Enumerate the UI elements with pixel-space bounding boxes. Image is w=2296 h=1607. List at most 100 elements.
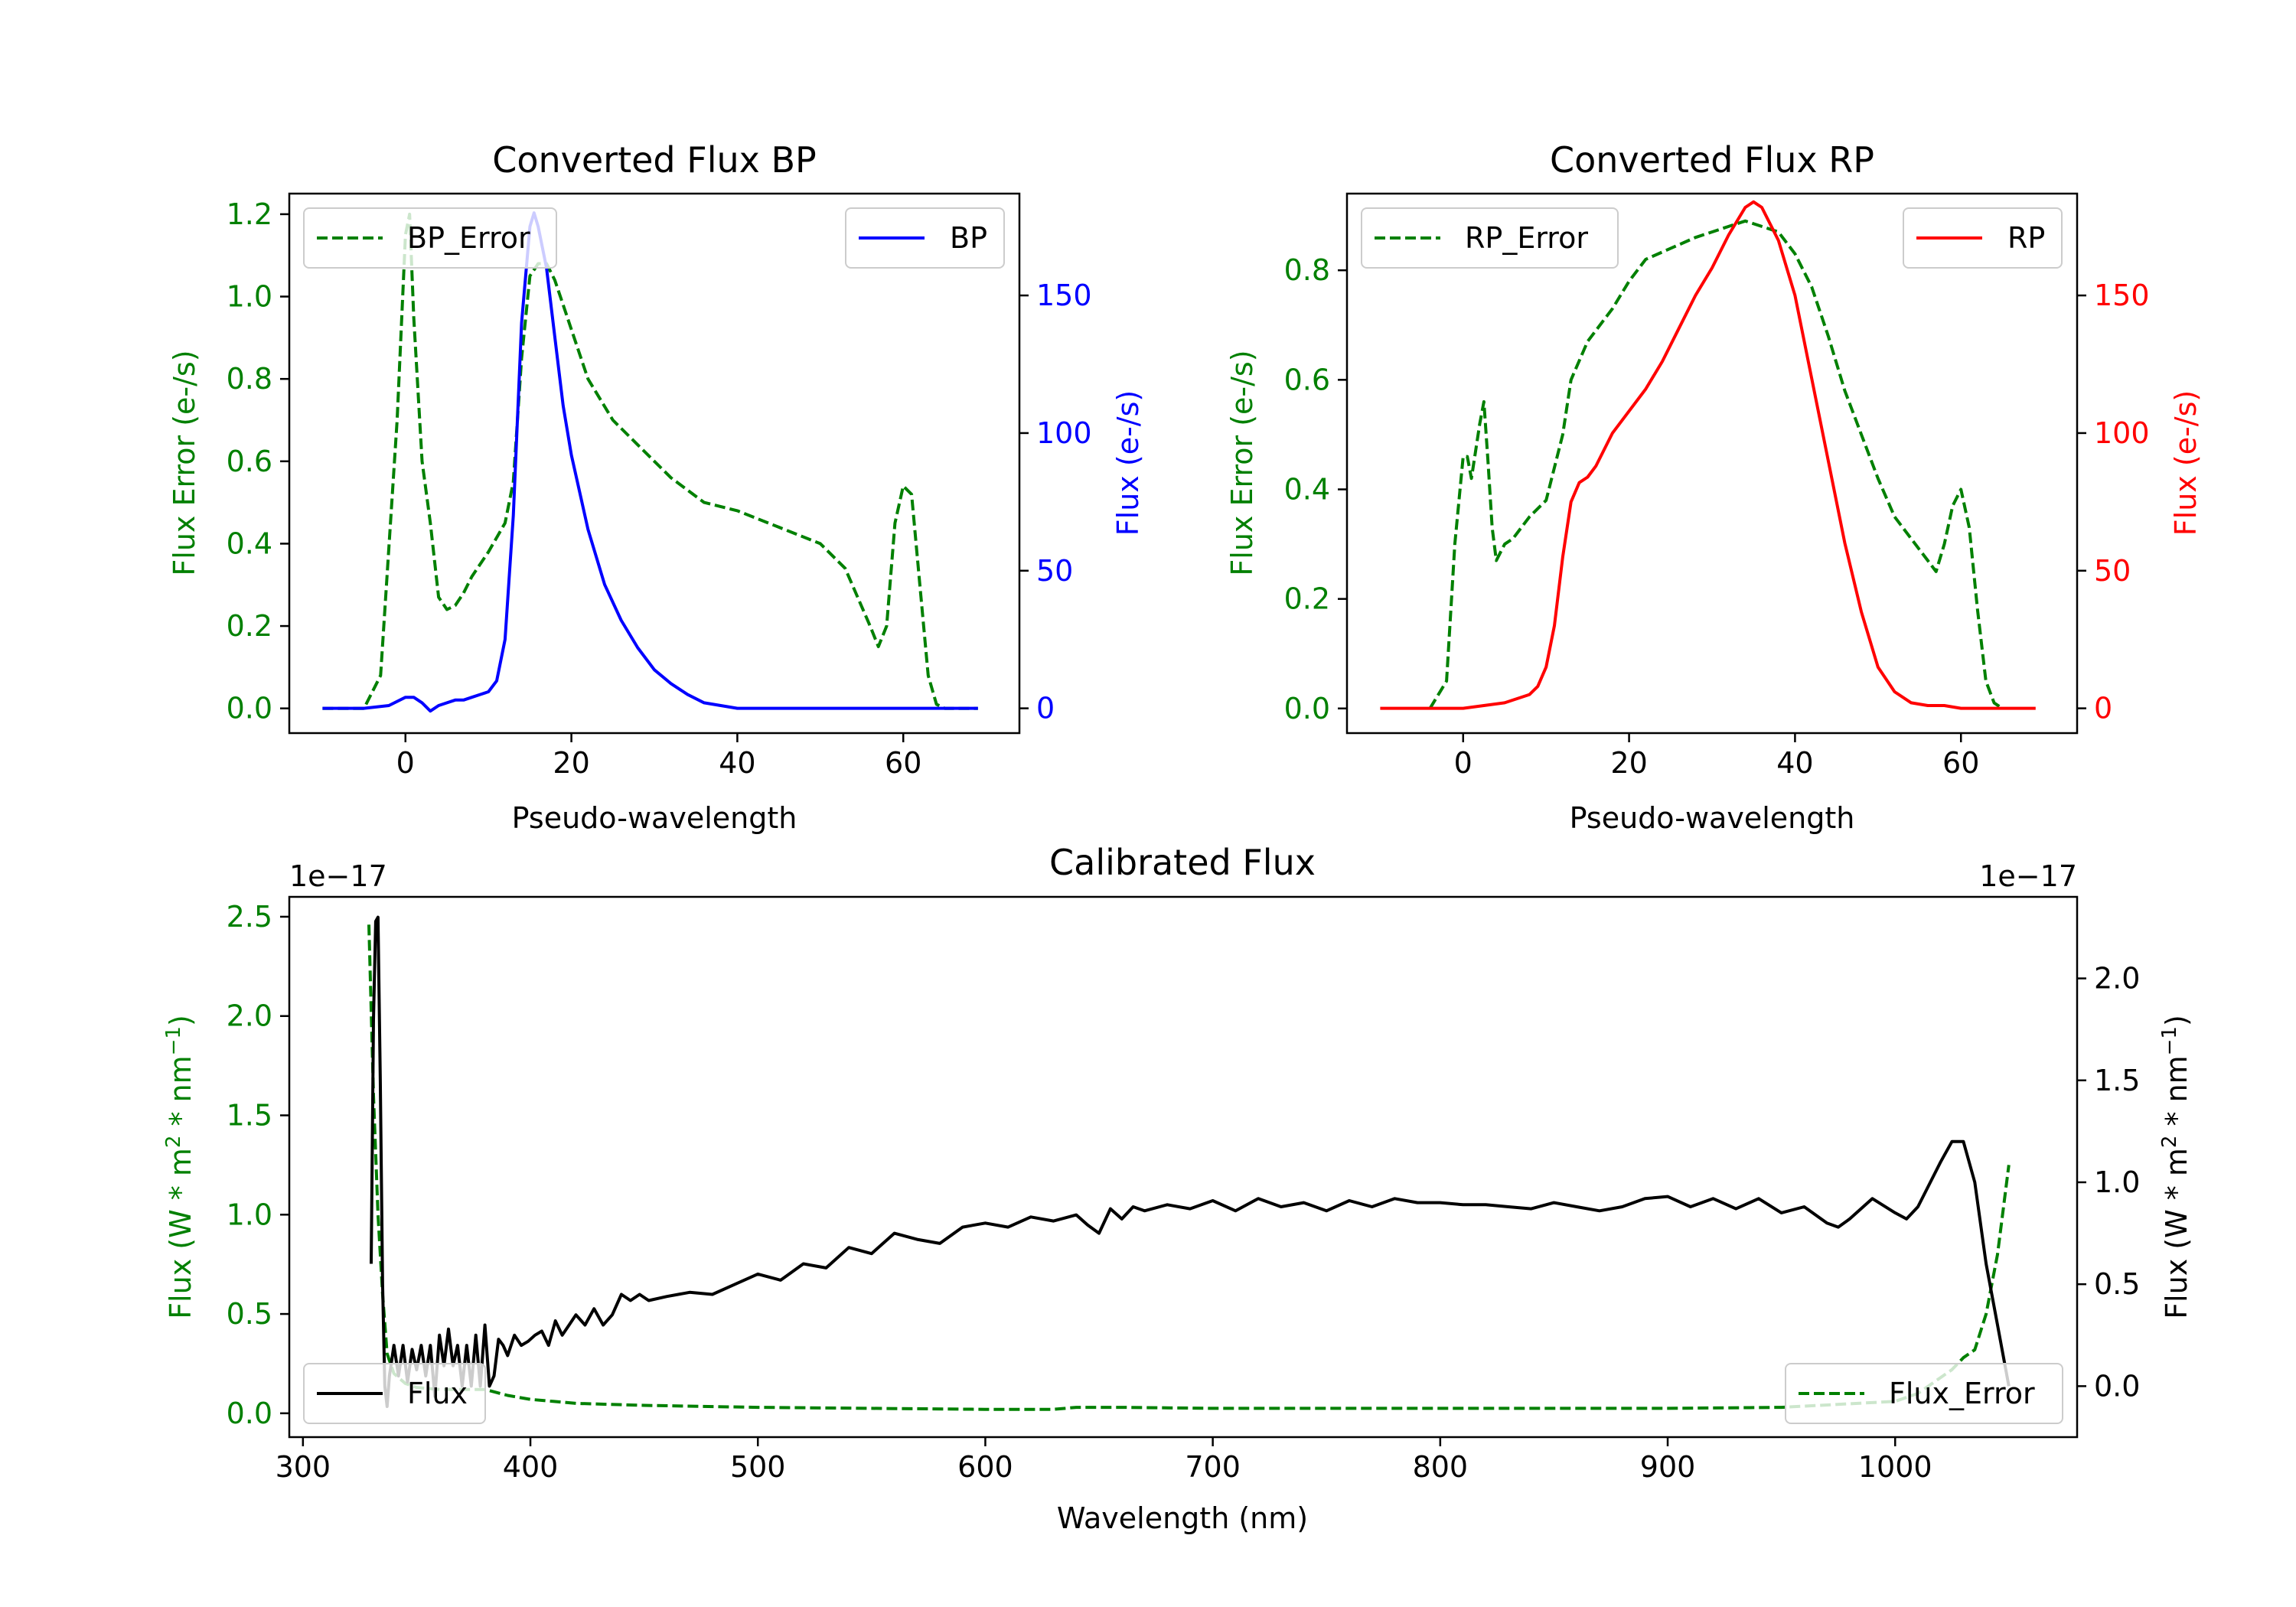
- panel-rp: Converted Flux RP 0 20 40 60 0.00.20.40.60.…: [1225, 139, 2203, 835]
- panel-rp-frame: [1345, 192, 2079, 735]
- right-y-tick-label: 150: [1036, 279, 1092, 312]
- panel-calibrated-right-offset: 1e−17: [1979, 859, 2077, 893]
- right-y-tick-label: 0.0: [2094, 1369, 2140, 1403]
- x-tick-label: 40: [1776, 746, 1813, 780]
- panel-bp-left-ylabel: Flux Error (e-/s): [168, 350, 201, 575]
- left-y-tick-label: 0.6: [227, 445, 272, 478]
- panel-bp-right-ylabel: Flux (e-/s): [1111, 390, 1145, 536]
- series-flux-line: [370, 915, 2011, 1408]
- legend-box: [845, 207, 1005, 269]
- panel-rp-legend-right: RP: [1903, 207, 2063, 269]
- right-y-tick-label: 150: [2094, 279, 2150, 312]
- panel-bp-right-ticks: 0 50 100 150: [1019, 279, 1092, 725]
- left-y-tick-label: 0.4: [227, 526, 272, 560]
- legend-box: [1361, 207, 1619, 269]
- panel-rp-xlabel: Pseudo-wavelength: [1570, 801, 1855, 835]
- panel-calibrated-xticks: 300 400 500 600 700 800 900 1000: [276, 1437, 1932, 1484]
- panel-calibrated-right-ticks: 0.0 0.5 1.0 1.5 2.0: [2077, 962, 2140, 1403]
- panel-calibrated-left-ylabel: Flux (W * m2 * nm−1): [162, 1015, 197, 1319]
- panel-calibrated-xlabel: Wavelength (nm): [1057, 1501, 1308, 1535]
- left-y-tick-label: 2.5: [227, 900, 272, 934]
- x-tick-label: 900: [1640, 1450, 1696, 1484]
- series-rp-line: [1380, 200, 2036, 710]
- legend-box: [303, 207, 557, 269]
- panel-bp-xlabel: Pseudo-wavelength: [512, 801, 797, 835]
- legend-box: [1903, 207, 2063, 269]
- right-y-tick-label: 1.5: [2094, 1064, 2140, 1097]
- left-y-tick-label: 0.4: [1284, 472, 1330, 506]
- panel-bp-xticks: 0 20 40 60: [396, 733, 921, 780]
- right-y-tick-label: 0.5: [2094, 1267, 2140, 1301]
- left-y-tick-label: 1.0: [227, 1198, 272, 1231]
- panel-calibrated-right-ylabel: Flux (W * m2 * nm−1): [2158, 1015, 2193, 1319]
- x-tick-label: 20: [553, 746, 589, 780]
- right-y-tick-label: 1.0: [2094, 1165, 2140, 1199]
- x-tick-label: 300: [276, 1450, 331, 1484]
- panel-rp-left-ticks: 0.0 0.2 0.4 0.6 0.8: [1284, 253, 1347, 725]
- panel-rp-right-ticks: 0 50 100 150: [2077, 279, 2150, 725]
- left-y-tick-label: 0.2: [1284, 582, 1330, 616]
- left-y-tick-label: 0.2: [227, 609, 272, 643]
- legend-label-flux-error: Flux_Error: [1889, 1377, 2035, 1410]
- panel-rp-series: [1380, 200, 2036, 710]
- right-y-tick-label: 100: [2094, 416, 2150, 450]
- x-tick-label: 400: [503, 1450, 559, 1484]
- left-y-tick-label: 1.0: [227, 280, 272, 314]
- x-tick-label: 0: [396, 746, 415, 780]
- x-tick-label: 0: [1454, 746, 1473, 780]
- series-bp-error-line: [322, 212, 978, 710]
- left-y-tick-label: 1.5: [227, 1099, 272, 1133]
- legend-label-rp: RP: [2007, 221, 2045, 255]
- legend-label-bp: BP: [950, 221, 987, 255]
- x-tick-label: 500: [730, 1450, 786, 1484]
- right-y-tick-label: 0: [1036, 692, 1055, 725]
- panel-bp-frame: [288, 192, 1021, 735]
- panel-bp-title: Converted Flux BP: [492, 139, 817, 181]
- panel-calibrated-legend-right: Flux_Error: [1785, 1363, 2063, 1424]
- panel-bp-legend-left: BP_Error: [303, 207, 557, 269]
- left-y-tick-label: 0.0: [227, 1397, 272, 1430]
- right-y-tick-label: 0: [2094, 692, 2112, 725]
- panel-bp-legend-right: BP: [845, 207, 1005, 269]
- x-tick-label: 20: [1610, 746, 1647, 780]
- left-y-tick-label: 2.0: [227, 999, 272, 1033]
- left-y-tick-label: 0.8: [1284, 253, 1330, 287]
- x-tick-label: 800: [1413, 1450, 1469, 1484]
- panel-bp-series: [322, 211, 978, 713]
- right-y-tick-label: 50: [2094, 554, 2131, 588]
- x-tick-label: 600: [957, 1450, 1013, 1484]
- right-y-tick-label: 100: [1036, 416, 1092, 450]
- series-rp-error-line: [1428, 219, 2004, 710]
- legend-label-flux: Flux: [407, 1377, 468, 1410]
- left-y-tick-label: 0.5: [227, 1297, 272, 1331]
- x-tick-label: 1000: [1858, 1450, 1932, 1484]
- legend-label-rp-error: RP_Error: [1465, 221, 1588, 255]
- x-tick-label: 700: [1185, 1450, 1241, 1484]
- right-y-tick-label: 50: [1036, 554, 1073, 588]
- legend-label-bp-error: BP_Error: [407, 221, 530, 255]
- panel-rp-legend-left: RP_Error: [1361, 207, 1619, 269]
- legend-box: [1785, 1363, 2063, 1424]
- series-flux-error-line: [367, 924, 2011, 1411]
- panel-calibrated-frame: [288, 895, 2079, 1439]
- panel-bp-left-ticks: 0.0 0.2 0.4 0.6 0.8 1.0 1.2: [227, 197, 289, 725]
- panel-rp-xticks: 0 20 40 60: [1454, 733, 1979, 780]
- left-y-tick-label: 0.0: [1284, 692, 1330, 725]
- x-tick-label: 60: [885, 746, 921, 780]
- panel-rp-title: Converted Flux RP: [1550, 139, 1874, 181]
- panel-calibrated-left-ticks: 0.0 0.5 1.0 1.5 2.0 2.5: [227, 900, 289, 1430]
- left-y-tick-label: 0.8: [227, 362, 272, 396]
- legend-box: [303, 1363, 486, 1424]
- panel-calibrated-series: [367, 915, 2011, 1411]
- panel-rp-left-ylabel: Flux Error (e-/s): [1225, 350, 1259, 575]
- right-y-tick-label: 2.0: [2094, 962, 2140, 996]
- panel-rp-right-ylabel: Flux (e-/s): [2169, 390, 2203, 536]
- panel-calibrated-legend-left: Flux: [303, 1363, 486, 1424]
- panel-calibrated: Calibrated Flux 1e−17 1e−17 300 400 500 600…: [162, 842, 2193, 1535]
- left-y-tick-label: 0.6: [1284, 363, 1330, 396]
- x-tick-label: 60: [1942, 746, 1979, 780]
- panel-calibrated-left-offset: 1e−17: [289, 859, 387, 893]
- left-y-tick-label: 1.2: [227, 197, 272, 231]
- panel-bp: Converted Flux BP 0 20 40 60 0.00.20.40.60.…: [168, 139, 1145, 835]
